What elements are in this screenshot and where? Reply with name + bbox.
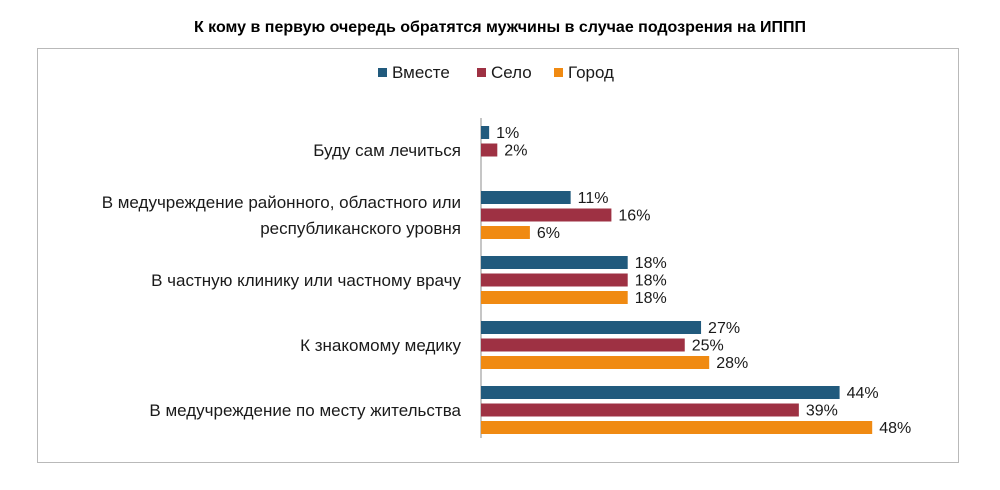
bar-1-1 (481, 126, 490, 139)
bars (481, 126, 873, 434)
value-label-2-3: 6% (537, 225, 560, 242)
bar-3-3 (481, 291, 628, 304)
value-label-4-1: 27% (708, 320, 740, 337)
bar-2-2 (481, 208, 612, 222)
legend: Вместе Село Город (378, 63, 614, 82)
bar-5-2 (481, 403, 799, 417)
bar-1-2 (481, 143, 498, 157)
category-label-2-line-1: В медучреждение районного, областного ил… (102, 193, 461, 212)
bar-5-1 (481, 386, 840, 399)
bar-4-2 (481, 338, 685, 352)
value-label-2-1: 11% (578, 190, 609, 207)
bar-5-3 (481, 421, 873, 434)
bar-2-1 (481, 191, 571, 204)
value-label-3-2: 18% (635, 273, 667, 290)
legend-swatch-2 (477, 68, 486, 77)
category-label-5: В медучреждение по месту жительства (149, 401, 461, 420)
value-label-1-2: 2% (504, 143, 527, 160)
legend-swatch-1 (378, 68, 387, 77)
legend-label-3: Город (568, 63, 614, 82)
value-label-1-1: 1% (496, 125, 519, 142)
bar-3-1 (481, 256, 628, 269)
value-label-5-3: 48% (879, 420, 911, 437)
category-label-3: В частную клинику или частному врачу (151, 271, 461, 290)
category-label-4: К знакомому медику (300, 336, 461, 355)
legend-swatch-3 (554, 68, 563, 77)
legend-label-2: Село (491, 63, 532, 82)
category-labels: Буду сам лечиться В медучреждение районно… (102, 141, 462, 420)
value-label-4-2: 25% (692, 338, 724, 355)
category-label-1: Буду сам лечиться (313, 141, 461, 160)
value-label-3-3: 18% (635, 290, 667, 307)
bar-3-2 (481, 273, 628, 287)
chart-title: К кому в первую очередь обратятся мужчин… (193, 19, 807, 36)
value-label-2-2: 16% (618, 208, 650, 225)
bar-4-3 (481, 356, 710, 369)
value-labels: 1%2%11%16%6%18%18%18%27%25%28%44%39%48% (496, 125, 911, 437)
legend-label-1: Вместе (392, 63, 450, 82)
value-label-5-2: 39% (806, 403, 838, 420)
category-label-2-line-2: республиканского уровня (260, 219, 461, 238)
value-label-5-1: 44% (847, 385, 879, 402)
value-label-3-1: 18% (635, 255, 667, 272)
chart-frame (37, 48, 959, 463)
bar-4-1 (481, 321, 702, 334)
bar-2-3 (481, 226, 530, 239)
value-label-4-3: 28% (716, 355, 748, 372)
